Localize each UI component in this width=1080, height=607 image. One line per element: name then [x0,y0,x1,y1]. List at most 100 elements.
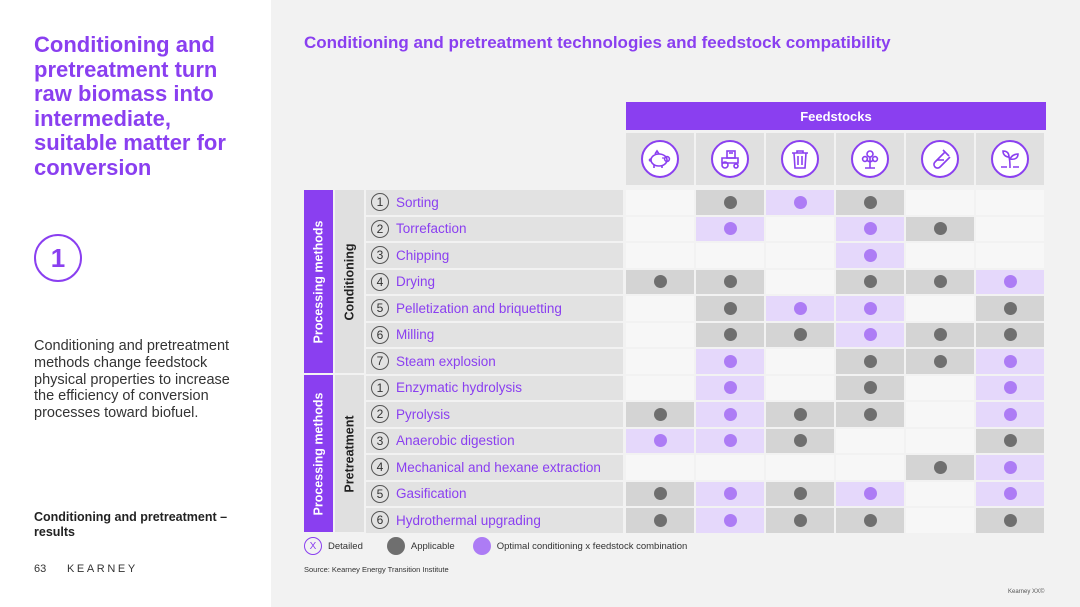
empty-cell [906,376,974,401]
row-method-name: Mechanical and hexane extraction [396,460,601,475]
optimal-dot [724,487,737,500]
optimal-dot [1004,381,1017,394]
optimal-dot [724,408,737,421]
optimal-dot [864,249,877,262]
source-note: Source: Kearney Energy Transition Instit… [304,565,449,574]
applicable-cell [906,217,974,242]
legend-detailed-symbol: X [304,537,322,555]
empty-cell [766,243,834,268]
applicable-dot [934,222,947,235]
description-text: Conditioning and pretreatment methods ch… [34,338,244,422]
row-label: 4 Mechanical and hexane extraction [366,455,623,480]
optimal-cell [696,429,764,454]
optimal-dot [794,302,807,315]
empty-cell [626,243,694,268]
optimal-cell [976,402,1044,427]
row-label: 3 Anaerobic digestion [366,429,623,454]
optimal-cell [836,243,904,268]
empty-cell [696,243,764,268]
optimal-cell [836,296,904,321]
empty-cell [696,455,764,480]
applicable-cell [626,402,694,427]
optimal-dot [794,196,807,209]
optimal-cell [836,323,904,348]
applicable-cell [696,190,764,215]
applicable-dot [864,275,877,288]
row-number: 2 [371,220,389,238]
empty-cell [906,402,974,427]
trash-can-icon [781,140,819,178]
optimal-cell [696,402,764,427]
optimal-cell [766,296,834,321]
applicable-dot [934,461,947,474]
applicable-cell [976,323,1044,348]
applicable-dot [864,381,877,394]
applicable-dot [654,408,667,421]
row-number: 3 [371,432,389,450]
empty-cell [836,455,904,480]
applicable-cell [976,508,1044,533]
row-number: 5 [371,299,389,317]
left-panel: Conditioning and pretreatment turn raw b… [0,0,271,607]
applicable-cell [626,508,694,533]
optimal-dot [864,302,877,315]
empty-cell [836,429,904,454]
row-label: 2 Pyrolysis [366,402,623,427]
row-number: 4 [371,273,389,291]
applicable-cell [696,270,764,295]
row-method-name: Anaerobic digestion [396,433,515,448]
applicable-cell [976,429,1044,454]
feedstocks-header: Feedstocks [626,102,1046,130]
applicable-dot [1004,302,1017,315]
section-label: Conditioning and pretreatment – results [34,510,254,539]
feedstock-col-3 [766,133,834,185]
applicable-cell [906,455,974,480]
applicable-cell [836,376,904,401]
applicable-dot [654,514,667,527]
legend-detailed-label: Detailed [328,541,363,552]
applicable-dot [934,328,947,341]
optimal-dot [724,434,737,447]
applicable-dot [654,487,667,500]
applicable-dot [864,514,877,527]
processing-methods-bar-pretreatment: Processing methods [304,375,333,532]
applicable-dot [934,355,947,368]
row-number: 3 [371,246,389,264]
empty-cell [906,296,974,321]
applicable-cell [836,349,904,374]
section-number-badge: 1 [34,234,82,282]
applicable-dot [724,302,737,315]
optimal-cell [836,217,904,242]
applicable-cell [766,508,834,533]
empty-cell [906,429,974,454]
row-number: 7 [371,352,389,370]
empty-cell [766,270,834,295]
applicable-dot [794,514,807,527]
applicable-dot [864,355,877,368]
test-tube-icon [921,140,959,178]
applicable-cell [836,270,904,295]
row-method-name: Pyrolysis [396,407,450,422]
row-method-name: Enzymatic hydrolysis [396,380,522,395]
row-number: 6 [371,326,389,344]
legend: X Detailed Applicable Optimal conditioni… [304,537,687,555]
empty-cell [626,217,694,242]
optimal-dot [864,328,877,341]
feedstock-col-2 [696,133,764,185]
applicable-dot [864,196,877,209]
optimal-cell [836,482,904,507]
copyright-note: Kearney XX© [1008,589,1044,595]
optimal-cell [976,455,1044,480]
empty-cell [906,243,974,268]
row-number: 6 [371,511,389,529]
applicable-dot [724,328,737,341]
empty-cell [906,508,974,533]
row-label: 2 Torrefaction [366,217,623,242]
row-label: 3 Chipping [366,243,623,268]
group-label-pretreatment: Pretreatment [335,375,364,532]
legend-optimal-label: Optimal conditioning x feedstock combina… [497,541,688,552]
applicable-cell [626,482,694,507]
applicable-cell [906,349,974,374]
plant-sprout-icon [991,140,1029,178]
row-method-name: Gasification [396,486,467,501]
